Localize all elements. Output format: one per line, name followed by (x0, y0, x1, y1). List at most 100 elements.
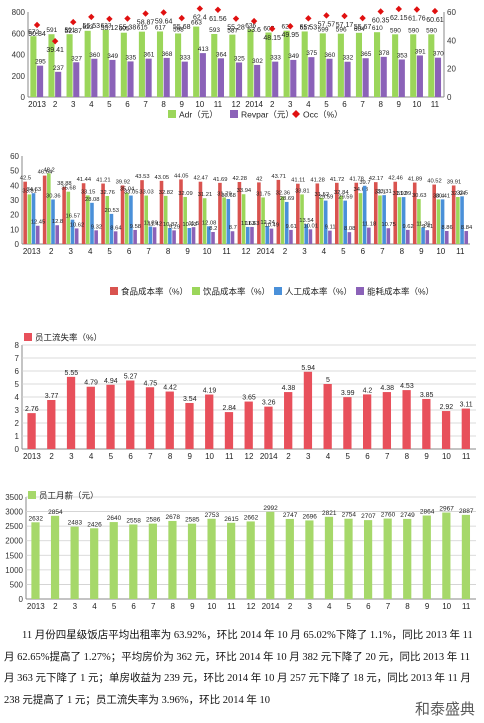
data-label: 2967 (439, 506, 454, 513)
x-tick-label: 4 (326, 452, 331, 461)
bar (227, 522, 236, 599)
data-label: 28.69 (280, 196, 295, 202)
x-tick-label: 5 (345, 452, 350, 461)
data-label: 2992 (263, 505, 278, 512)
bar (205, 394, 214, 449)
y-tick-label: 40 (10, 181, 19, 190)
x-tick-label: 2 (49, 452, 54, 461)
bar (187, 227, 192, 244)
bar (442, 512, 451, 599)
data-label: 55.12 (101, 25, 119, 32)
data-label: 2640 (107, 515, 122, 522)
data-label: 56.53 (83, 23, 101, 30)
data-label: 41.28 (310, 177, 325, 183)
legend-label: Adr（元） (179, 110, 218, 120)
bar (193, 26, 200, 97)
data-label: 46.64 (38, 170, 53, 176)
data-label: 2754 (342, 512, 357, 519)
data-label: 2483 (68, 520, 83, 527)
data-label: 30.63 (412, 193, 427, 199)
data-label: 35.04 (120, 187, 135, 193)
x-tick-label: 11 (462, 452, 471, 461)
x-tick-label: 10 (412, 100, 421, 109)
bar (191, 227, 196, 244)
data-label: 4.19 (203, 388, 217, 395)
data-label: 57.57 (318, 21, 336, 28)
point-marker (196, 5, 204, 12)
data-label: 607 (263, 26, 274, 33)
bar (187, 523, 197, 599)
data-label: 11.89 (144, 221, 158, 227)
point-marker (287, 23, 294, 30)
x-tick-label: 9 (190, 602, 195, 611)
bar (113, 231, 118, 244)
x-tick-label: 11 (462, 602, 471, 611)
y-tick-label: 3500 (5, 493, 23, 502)
y-tick-label: 8 (15, 341, 20, 350)
x-tick-label: 11 (456, 247, 465, 256)
data-label: 3.99 (341, 390, 355, 397)
y-tick-label: 3000 (5, 508, 23, 517)
legend-swatch (168, 110, 176, 118)
bar (303, 371, 313, 449)
data-label: 30.4 (433, 193, 445, 199)
x-tick-label: 10 (195, 100, 204, 109)
bar (301, 31, 308, 98)
bar (254, 64, 261, 97)
bar (222, 197, 226, 244)
data-label: 4.53 (400, 383, 414, 390)
bar (265, 32, 272, 97)
data-label: 41.44 (77, 177, 92, 183)
legend-swatch (192, 287, 200, 295)
x-tick-label: 6 (361, 247, 366, 256)
data-label: 295 (35, 59, 46, 66)
bar (211, 231, 215, 244)
bar (244, 401, 253, 449)
data-label: 2585 (185, 517, 200, 524)
data-label: 4.2 (363, 387, 373, 394)
point-marker (359, 14, 366, 22)
data-label: 33.03 (139, 190, 154, 196)
data-label: 2864 (420, 509, 435, 516)
data-label: 12.45 (31, 220, 46, 226)
y-tick-label: 0 (19, 595, 24, 604)
x-tick-label: 2014 (262, 602, 280, 611)
x-tick-label: 8 (400, 247, 405, 256)
bar (362, 58, 369, 97)
point-marker (160, 9, 167, 16)
bar (106, 384, 115, 449)
data-label: 3.54 (183, 396, 197, 403)
x-tick-label: 2 (283, 247, 288, 256)
data-label: 41.11 (291, 178, 305, 184)
x-tick-label: 6 (125, 100, 130, 109)
point-marker (341, 12, 348, 20)
point-marker (377, 8, 384, 15)
x-tick-label: 9 (397, 100, 402, 109)
data-label: 4.94 (104, 378, 118, 385)
x-tick-label: 2 (288, 602, 293, 611)
x-tick-label: 10 (442, 452, 451, 461)
bar (362, 394, 372, 449)
data-label: 39.91 (447, 179, 462, 185)
bar (27, 194, 32, 244)
data-label: 38.88 (57, 181, 72, 187)
bar (428, 34, 435, 97)
data-label: 61.56 (209, 16, 227, 23)
x-tick-label: 11 (225, 452, 234, 461)
y-tick-label: 30 (10, 196, 19, 205)
y-tick-label: 0 (15, 240, 20, 249)
data-label: 364 (216, 51, 227, 58)
bar (417, 199, 421, 244)
x-tick-label: 2014 (260, 452, 278, 461)
data-label: 599 (318, 26, 329, 33)
data-label: 610 (372, 25, 383, 32)
data-label: 10.93 (182, 222, 197, 228)
bar (120, 32, 127, 97)
data-label: 10.87 (163, 222, 178, 228)
data-label: 2753 (205, 512, 220, 519)
data-label: 590 (408, 27, 419, 34)
point-marker (214, 6, 222, 13)
x-tick-label: 4 (92, 602, 97, 611)
bar (129, 195, 133, 244)
x-tick-label: 6 (366, 602, 371, 611)
